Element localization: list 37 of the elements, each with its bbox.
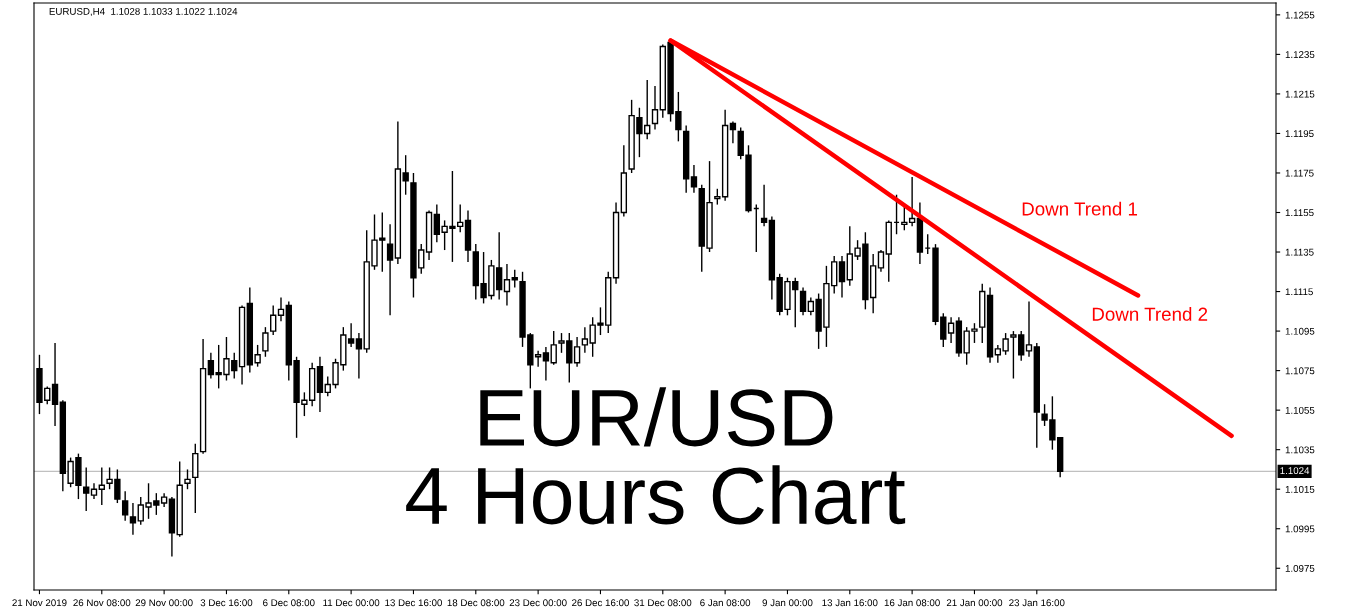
series-label: Down Trend 2 <box>1092 307 1208 321</box>
y-tick-label: 1.1175 <box>1285 169 1314 177</box>
x-tick-label: 3 Dec 16:00 <box>200 599 253 607</box>
y-tick-label: 1.1215 <box>1285 90 1315 98</box>
x-tick-label: 6 Jan 08:00 <box>700 599 751 607</box>
y-tick-label: 1.1155 <box>1285 209 1314 217</box>
y-tick-label: 1.1015 <box>1285 485 1315 493</box>
y-tick-label: 1.1075 <box>1285 367 1315 375</box>
text: EUR/USD 4 Hours Chart <box>406 387 906 525</box>
y-tick-label: 1.1095 <box>1285 327 1315 335</box>
y-tick-label: 1.1255 <box>1285 11 1315 19</box>
x-tick-label: 13 Dec 16:00 <box>385 599 442 607</box>
x-tick-label: 21 Jan 00:00 <box>946 599 1003 607</box>
x-tick-label: 13 Jan 16:00 <box>822 599 878 607</box>
x-tick-label: 16 Jan 08:00 <box>884 599 940 607</box>
y-tick-label: 1.0995 <box>1285 525 1315 533</box>
x-tick-label: 29 Nov 00:00 <box>135 599 193 607</box>
x-tick-label: 23 Jan 16:00 <box>1009 599 1065 607</box>
y-tick-label: 1.1115 <box>1285 288 1313 296</box>
y-tick-label: 1.1055 <box>1285 406 1315 414</box>
y-tick-label: 1.1195 <box>1285 130 1314 138</box>
x-tick-label: 6 Dec 08:00 <box>263 599 315 607</box>
x-tick-label: 18 Dec 08:00 <box>447 599 505 607</box>
y-tick-label: 1.1235 <box>1285 51 1315 59</box>
x-tick-label: 31 Dec 08:00 <box>634 599 692 607</box>
x-tick-label: 9 Jan 00:00 <box>762 599 813 607</box>
x-tick-label: 11 Dec 00:00 <box>323 599 380 607</box>
y-tick-label: 1.1135 <box>1285 248 1314 256</box>
series-label: Down Trend 1 <box>1022 201 1138 216</box>
annotation: EURUSD,H4 1.1028 1.1033 1.1022 1.1024 <box>49 7 238 16</box>
y-tick-label: 1.0975 <box>1285 564 1315 572</box>
x-tick-label: 26 Nov 08:00 <box>73 599 131 607</box>
y-tick-label: 1.1035 <box>1285 446 1315 454</box>
x-tick-label: 23 Dec 00:00 <box>509 599 567 607</box>
x-tick-label: 21 Nov 2019 <box>12 599 67 607</box>
ref-line-label: 1.1024 <box>1280 467 1310 475</box>
x-tick-label: 26 Dec 16:00 <box>572 599 629 607</box>
